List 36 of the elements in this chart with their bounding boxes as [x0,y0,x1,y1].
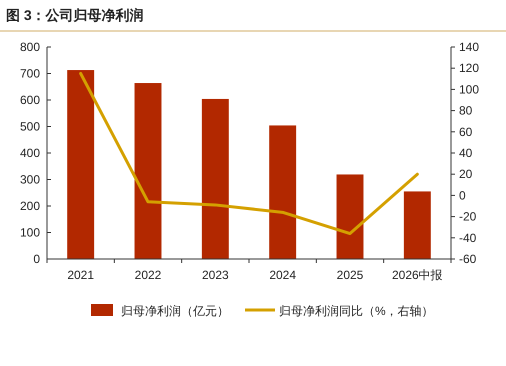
y2-tick-label: 140 [459,40,480,54]
y2-tick-label: 20 [459,167,473,182]
y-tick-label: 700 [20,66,40,80]
line-series [79,72,419,236]
bar [336,174,364,259]
bar [134,83,162,259]
y2-tick-label: 60 [459,124,473,139]
y2-tick-label: 120 [459,61,480,76]
y-tick-label: 400 [20,146,40,160]
y2-tick-label: 100 [459,82,480,96]
bar [202,98,229,259]
x-tick-label: 2026中报 [392,268,443,282]
bar [404,191,431,259]
y2-tick-label: -20 [459,210,477,224]
x-tick-label: 2024 [269,268,296,282]
y2-tick-label: 40 [459,146,473,160]
y-tick-label: 300 [20,172,40,186]
y2-tick-label: -40 [459,230,477,245]
x-tick-label: 2021 [67,268,94,282]
y2-tick-label: 80 [459,104,473,118]
y-tick-label: 500 [20,120,40,134]
y-tick-label: 200 [20,199,40,213]
bar [269,125,296,259]
y-tick-label: 800 [20,40,40,54]
legend-label: 归母净利润（亿元） [121,304,229,318]
bar [67,70,94,259]
y-tick-label: 600 [20,93,40,107]
chart-title: 图 3：公司归母净利润 [6,7,144,23]
x-tick-label: 2025 [336,268,364,282]
x-tick-label: 2023 [202,268,230,282]
y2-tick-label: 0 [459,188,466,202]
legend-label: 归母净利润同比（%，右轴） [279,304,434,318]
x-tick-label: 2022 [134,268,162,282]
y2-tick-label: -60 [459,252,477,266]
y-tick-label: 0 [33,252,40,266]
y-tick-label: 100 [20,226,40,240]
